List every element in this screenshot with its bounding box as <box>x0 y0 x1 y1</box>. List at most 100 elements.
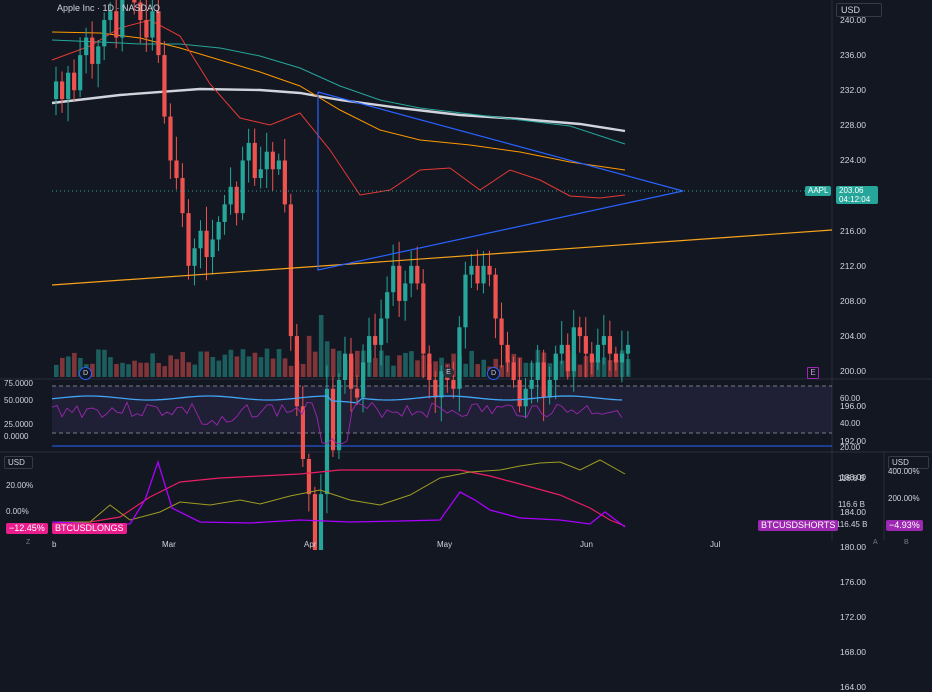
candle[interactable] <box>457 316 462 412</box>
candle[interactable] <box>499 302 504 368</box>
candle[interactable] <box>174 136 179 190</box>
candle[interactable] <box>421 269 426 379</box>
candle[interactable] <box>288 193 293 351</box>
candle[interactable] <box>324 365 330 514</box>
candle[interactable] <box>361 344 366 413</box>
candle[interactable] <box>541 349 546 422</box>
candle[interactable] <box>433 370 438 414</box>
candle[interactable] <box>66 65 71 122</box>
candle[interactable] <box>120 0 125 52</box>
candle[interactable] <box>493 268 498 339</box>
footer-a-button[interactable]: A <box>873 539 878 546</box>
candle[interactable] <box>619 330 625 383</box>
candle[interactable] <box>348 337 354 412</box>
candle[interactable] <box>607 320 613 371</box>
candle[interactable] <box>427 345 432 399</box>
candle[interactable] <box>403 270 408 321</box>
candle[interactable] <box>210 219 215 275</box>
footer-b-button[interactable]: B <box>904 539 909 546</box>
candle[interactable] <box>601 314 607 365</box>
candle[interactable] <box>258 146 263 189</box>
candle[interactable] <box>300 385 306 467</box>
candle[interactable] <box>355 375 360 406</box>
candle[interactable] <box>613 346 619 371</box>
symbol-title[interactable]: Apple Inc · 1D · NASDAQ <box>57 3 161 13</box>
candle[interactable] <box>180 163 185 227</box>
candle[interactable] <box>72 59 77 102</box>
dividend-marker-2[interactable]: D <box>487 367 500 380</box>
candle[interactable] <box>571 310 576 392</box>
candle[interactable] <box>391 244 396 306</box>
candle[interactable] <box>138 0 143 44</box>
candle[interactable] <box>469 253 474 288</box>
candle[interactable] <box>463 261 468 349</box>
candle[interactable] <box>409 250 414 298</box>
candle[interactable] <box>276 153 281 175</box>
candle[interactable] <box>192 238 197 286</box>
candle[interactable] <box>102 12 107 61</box>
candle[interactable] <box>84 27 89 74</box>
candle[interactable] <box>96 40 101 88</box>
candle[interactable] <box>330 376 336 457</box>
candle[interactable] <box>156 0 161 64</box>
earnings-marker[interactable]: E <box>443 367 454 378</box>
candle[interactable] <box>475 249 480 291</box>
candle[interactable] <box>114 0 119 49</box>
candle[interactable] <box>342 336 348 394</box>
candle[interactable] <box>511 356 516 388</box>
candle[interactable] <box>385 276 390 343</box>
candle[interactable] <box>228 167 233 215</box>
candle[interactable] <box>186 199 191 280</box>
candle[interactable] <box>595 328 600 371</box>
candle[interactable] <box>54 66 59 116</box>
candle[interactable] <box>367 317 372 377</box>
candle[interactable] <box>240 146 245 221</box>
candle[interactable] <box>306 453 312 512</box>
candle[interactable] <box>481 251 486 294</box>
candle[interactable] <box>246 128 251 183</box>
candles[interactable] <box>54 0 631 597</box>
candle[interactable] <box>78 37 83 97</box>
candle[interactable] <box>234 181 239 226</box>
bottom-right-currency[interactable]: USD <box>888 456 929 469</box>
candle[interactable] <box>415 246 420 290</box>
candle[interactable] <box>222 194 227 235</box>
candle[interactable] <box>439 365 444 422</box>
candle[interactable] <box>577 316 582 353</box>
candle[interactable] <box>547 366 552 405</box>
candle[interactable] <box>90 21 95 79</box>
candle[interactable] <box>162 41 167 124</box>
candle[interactable] <box>379 299 384 366</box>
candle[interactable] <box>565 333 570 380</box>
dividend-marker-1[interactable]: D <box>79 367 92 380</box>
candle[interactable] <box>252 128 257 186</box>
candle[interactable] <box>517 358 522 413</box>
candle[interactable] <box>294 323 299 417</box>
future-earnings-marker[interactable]: E <box>807 367 819 379</box>
candle[interactable] <box>559 320 564 365</box>
candle[interactable] <box>108 2 113 34</box>
candle[interactable] <box>216 216 221 252</box>
bottom-left-currency[interactable]: USD <box>4 456 33 469</box>
candle[interactable] <box>529 360 534 404</box>
candle[interactable] <box>150 0 155 51</box>
candle[interactable] <box>144 0 149 52</box>
candle[interactable] <box>583 317 588 378</box>
candle[interactable] <box>198 220 203 269</box>
price-axis-currency[interactable]: USD <box>836 3 882 17</box>
candle[interactable] <box>60 71 65 113</box>
candle[interactable] <box>132 0 137 15</box>
footer-z-button[interactable]: Z <box>26 539 31 546</box>
chart-canvas[interactable] <box>0 0 932 597</box>
candle[interactable] <box>487 250 492 287</box>
candle[interactable] <box>589 341 594 375</box>
candle[interactable] <box>336 373 342 460</box>
candle[interactable] <box>282 138 287 213</box>
candle[interactable] <box>505 331 510 372</box>
candle[interactable] <box>264 132 269 189</box>
candle[interactable] <box>535 345 540 403</box>
candle[interactable] <box>373 313 378 359</box>
candle[interactable] <box>451 362 456 399</box>
candle[interactable] <box>168 103 173 179</box>
